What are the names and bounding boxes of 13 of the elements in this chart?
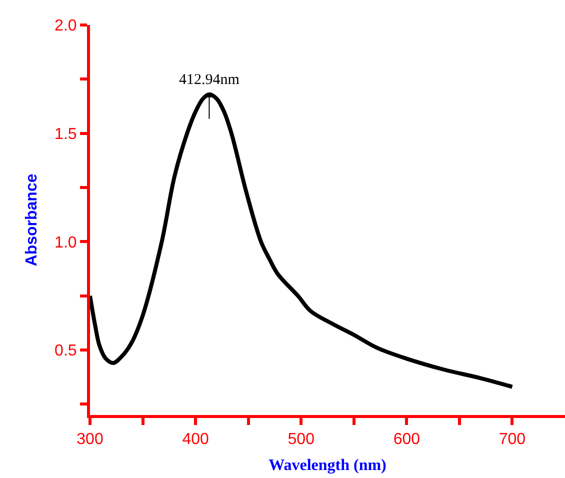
x-tick-label: 400 <box>182 431 210 448</box>
x-axis-title: Wavelength (nm) <box>268 456 386 474</box>
y-axis-title: Absorbance <box>23 174 40 266</box>
x-tick-label: 700 <box>498 431 526 448</box>
annotation: 412.94nm <box>179 72 240 88</box>
x-tick-label: 300 <box>76 431 104 448</box>
y-tick-label: 1.0 <box>54 234 77 252</box>
x-tick-label: 500 <box>288 431 315 448</box>
y-tick-label: 0.5 <box>54 342 77 360</box>
y-tick-label: 1.5 <box>54 126 77 143</box>
y-tick-label: 2.0 <box>54 18 77 35</box>
x-tick-label: 600 <box>393 431 420 448</box>
line-series <box>90 92 514 389</box>
